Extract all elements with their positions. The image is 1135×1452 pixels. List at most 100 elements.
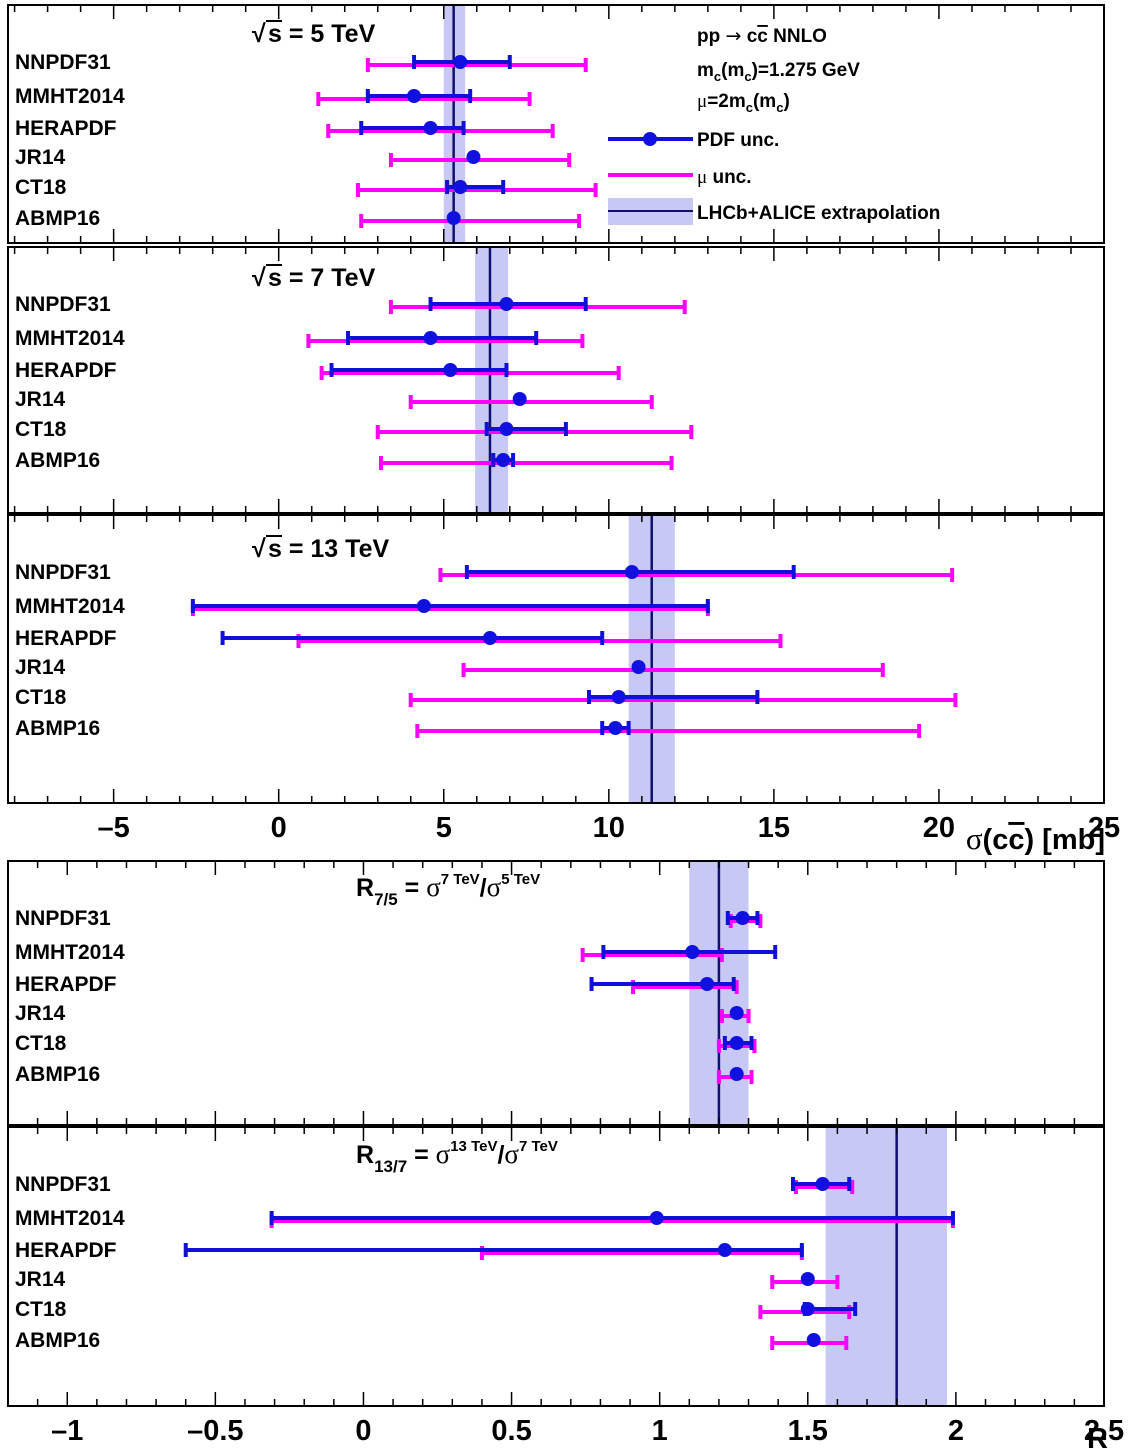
pdf-label: JR14 [15, 146, 66, 169]
central-value-marker [700, 977, 715, 991]
sqrt-sign: √ [252, 20, 266, 48]
tick-label: 2 [948, 1415, 964, 1447]
central-value-marker [649, 1211, 664, 1225]
central-value-marker [443, 363, 458, 377]
pdf-label: NNPDF31 [15, 1173, 111, 1196]
central-value-marker [416, 599, 431, 613]
legend-pdf-label: PDF unc. [697, 130, 779, 151]
central-value-marker [729, 1036, 744, 1050]
pdf-label: NNPDF31 [15, 907, 111, 930]
pdf-label: MMHT2014 [15, 941, 125, 964]
legend-mass: mc(mc)=1.275 GeV [697, 60, 860, 84]
central-value-marker [800, 1272, 815, 1286]
legend-mu-entry: μ unc. [608, 167, 752, 188]
central-value-marker [631, 660, 646, 674]
central-value-marker [499, 297, 514, 311]
panels-layer: NNPDF31 MMHT2014 HERAPDF JR14 CT18 ABMP16 NNPD… [7, 4, 1124, 1447]
central-value-marker [717, 1243, 732, 1257]
tick-label: 20 [923, 812, 955, 844]
sqrt-sign: √ [252, 535, 266, 563]
tick-label: 0.5 [491, 1415, 531, 1447]
tick-label: –0.5 [187, 1415, 243, 1447]
central-value-marker [685, 945, 700, 959]
pdf-label: CT18 [15, 686, 67, 709]
extrapolation-band [475, 247, 509, 513]
pdf-label: NNPDF31 [15, 293, 111, 316]
panel-title-13tev: √ s = 13 TeV [252, 535, 389, 563]
central-value-marker [499, 422, 514, 436]
ratio-symbol: R13/7 = σ13 TeV/σ7 TeV [356, 1138, 558, 1176]
central-value-marker [453, 55, 468, 69]
legend-band-entry: LHCb+ALICE extrapolation [608, 198, 940, 225]
pdf-label: JR14 [15, 656, 66, 679]
pdf-label: ABMP16 [15, 1329, 100, 1352]
tick-label: 25 [1088, 812, 1120, 844]
pdf-label: CT18 [15, 1032, 67, 1055]
tick-label: 0 [271, 812, 287, 844]
panel-title-r75: R7/5 = σ7 TeV/σ5 TeV [356, 871, 540, 909]
panel-frame [7, 514, 1105, 804]
r-axis-title: R [1087, 1423, 1108, 1452]
central-value-marker [611, 690, 626, 704]
pdf-label: NNPDF31 [15, 51, 111, 74]
pdf-label: JR14 [15, 388, 66, 411]
legend-process: pp → cc NNLO [697, 25, 827, 47]
panel-frame [7, 1126, 1105, 1407]
pdf-label: HERAPDF [15, 973, 117, 996]
tick-label: 5 [436, 812, 452, 844]
pdf-label: NNPDF31 [15, 561, 111, 584]
tick-label: –5 [98, 812, 130, 844]
central-value-marker [624, 565, 639, 579]
sigma-axis-title: σ(cc) [mb] [966, 821, 1105, 856]
pdf-label: JR14 [15, 1268, 66, 1291]
ratio-symbol: R7/5 = σ7 TeV/σ5 TeV [356, 871, 540, 909]
pdf-label: JR14 [15, 1002, 66, 1025]
legend-pdf-entry: PDF unc. [608, 130, 779, 151]
pdf-label: CT18 [15, 176, 67, 199]
legend-pdf-marker [643, 132, 657, 146]
panel-title-text: s = 13 TeV [268, 535, 389, 563]
pdf-label: MMHT2014 [15, 595, 125, 618]
pdf-label: HERAPDF [15, 1239, 117, 1262]
panel-title-text: s = 5 TeV [268, 20, 376, 48]
tick-label: 0 [355, 1415, 371, 1447]
pdf-label: ABMP16 [15, 1063, 100, 1086]
central-value-marker [800, 1302, 815, 1316]
pdf-label: HERAPDF [15, 359, 117, 382]
pdf-label: CT18 [15, 418, 67, 441]
tick-label: 1 [652, 1415, 668, 1447]
legend: pp → cc NNLO mc(mc)=1.275 GeV μ=2mc(mc) … [608, 25, 940, 225]
panel-title-5tev: √ s = 5 TeV [252, 20, 376, 48]
tick-label: 1.5 [788, 1415, 828, 1447]
pdf-label: MMHT2014 [15, 85, 125, 108]
pdf-label: MMHT2014 [15, 327, 125, 350]
central-value-marker [453, 180, 468, 194]
tick-label: 2.5 [1084, 1415, 1124, 1447]
central-value-marker [482, 631, 497, 645]
central-value-marker [806, 1333, 821, 1347]
central-value-marker [496, 453, 511, 467]
central-value-marker [815, 1177, 830, 1191]
central-value-marker [423, 121, 438, 135]
central-value-marker [466, 150, 481, 164]
central-value-marker [446, 211, 461, 225]
panel-frame [7, 246, 1105, 514]
pdf-label: HERAPDF [15, 117, 117, 140]
panel-title-text: s = 7 TeV [268, 264, 376, 292]
pdf-label: ABMP16 [15, 717, 100, 740]
legend-scale: μ=2mc(mc) [697, 91, 790, 115]
central-value-marker [423, 331, 438, 345]
central-value-marker [729, 1067, 744, 1081]
tick-label: 10 [593, 812, 625, 844]
panel-title-r137: R13/7 = σ13 TeV/σ7 TeV [356, 1138, 558, 1176]
central-value-marker [608, 721, 623, 735]
tick-label: –1 [51, 1415, 83, 1447]
pdf-label: ABMP16 [15, 449, 100, 472]
panel-title-7tev: √ s = 7 TeV [252, 264, 376, 292]
legend-band-label: LHCb+ALICE extrapolation [697, 203, 940, 224]
central-value-marker [512, 392, 527, 406]
pdf-label: MMHT2014 [15, 1207, 125, 1230]
sqrt-sign: √ [252, 264, 266, 292]
central-value-marker [407, 89, 422, 103]
